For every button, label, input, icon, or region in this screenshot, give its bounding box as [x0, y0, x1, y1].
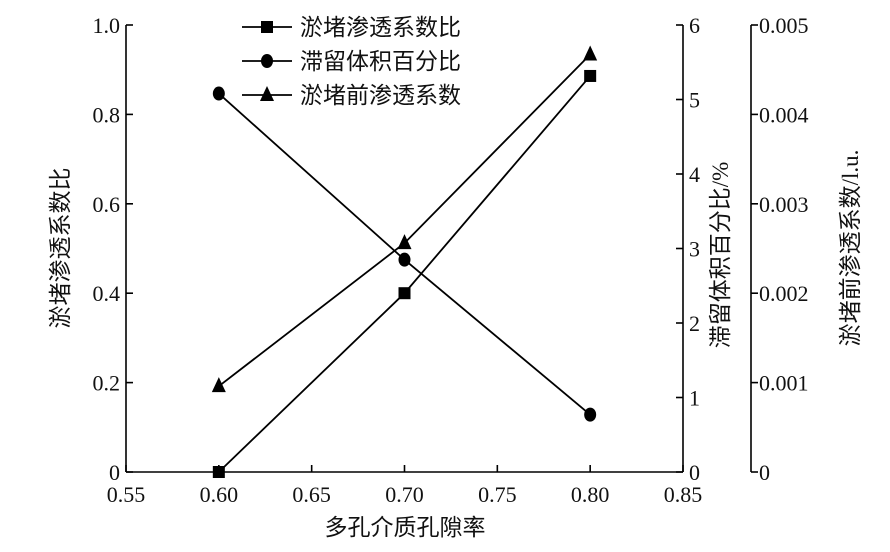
x-tick-label: 0.65 [292, 482, 331, 507]
right1-tick-label: 5 [689, 88, 700, 113]
data-point-triangle [397, 234, 412, 250]
data-point-square [398, 287, 411, 300]
right2-tick-label: 0 [759, 460, 770, 485]
data-point-circle [398, 252, 411, 267]
left-tick-label: 0.2 [93, 371, 121, 396]
legend-item: 淤堵渗透系数比 [242, 15, 461, 40]
x-tick-label: 0.75 [478, 482, 517, 507]
left-tick-label: 0.4 [93, 281, 121, 306]
data-point-square [584, 69, 597, 82]
left-axis-label: 淤堵渗透系数比 [48, 168, 73, 329]
right1-tick-label: 6 [689, 13, 700, 38]
right1-tick-label: 1 [689, 386, 700, 411]
data-point-triangle [211, 377, 226, 393]
right2-tick-label: 0.004 [759, 102, 809, 127]
x-tick-label: 0.55 [107, 482, 146, 507]
right2-tick-label: 0.001 [759, 371, 809, 396]
series-group [211, 45, 598, 478]
right1-tick-label: 4 [689, 162, 700, 187]
left-tick-label: 0.6 [93, 192, 121, 217]
legend-item: 淤堵前渗透系数 [242, 83, 461, 108]
legend-marker-triangle [260, 86, 274, 101]
x-tick-label: 0.85 [664, 482, 703, 507]
legend-label: 淤堵渗透系数比 [300, 15, 461, 40]
legend-item: 滞留体积百分比 [242, 49, 461, 74]
right2-tick-label: 0.005 [759, 13, 809, 38]
right2-axis-label: 淤堵前渗透系数/l.u. [838, 150, 863, 347]
series-2 [212, 86, 597, 422]
x-tick-label: 0.60 [200, 482, 239, 507]
left-tick-label: 0.8 [93, 102, 121, 127]
series-3 [211, 45, 598, 393]
data-point-circle [584, 407, 597, 422]
series-1 [212, 69, 597, 478]
series-line [218, 75, 591, 473]
data-point-triangle [583, 45, 598, 61]
right2-tick-label: 0.002 [759, 281, 809, 306]
left-tick-label: 0 [109, 460, 120, 485]
data-point-circle [212, 86, 225, 101]
right1-axis-label: 滞留体积百分比/% [708, 162, 733, 349]
x-tick-label: 0.80 [571, 482, 610, 507]
legend-label: 淤堵前渗透系数 [300, 83, 461, 108]
legend-label: 滞留体积百分比 [300, 49, 461, 74]
right1-tick-label: 2 [689, 311, 700, 336]
axes: 0.55 0.60 0.65 0.70 0.75 0.80 0.8500.20.40.60.… [93, 13, 809, 507]
x-axis-label: 多孔介质孔隙率 [325, 515, 486, 540]
left-tick-label: 1.0 [93, 13, 121, 38]
right1-tick-label: 3 [689, 237, 700, 262]
right1-tick-label: 0 [689, 460, 700, 485]
legend-marker-square [261, 21, 273, 33]
legend-marker-circle [261, 54, 273, 68]
x-tick-label: 0.70 [385, 482, 424, 507]
data-point-square [212, 466, 225, 478]
right2-tick-label: 0.003 [759, 192, 809, 217]
